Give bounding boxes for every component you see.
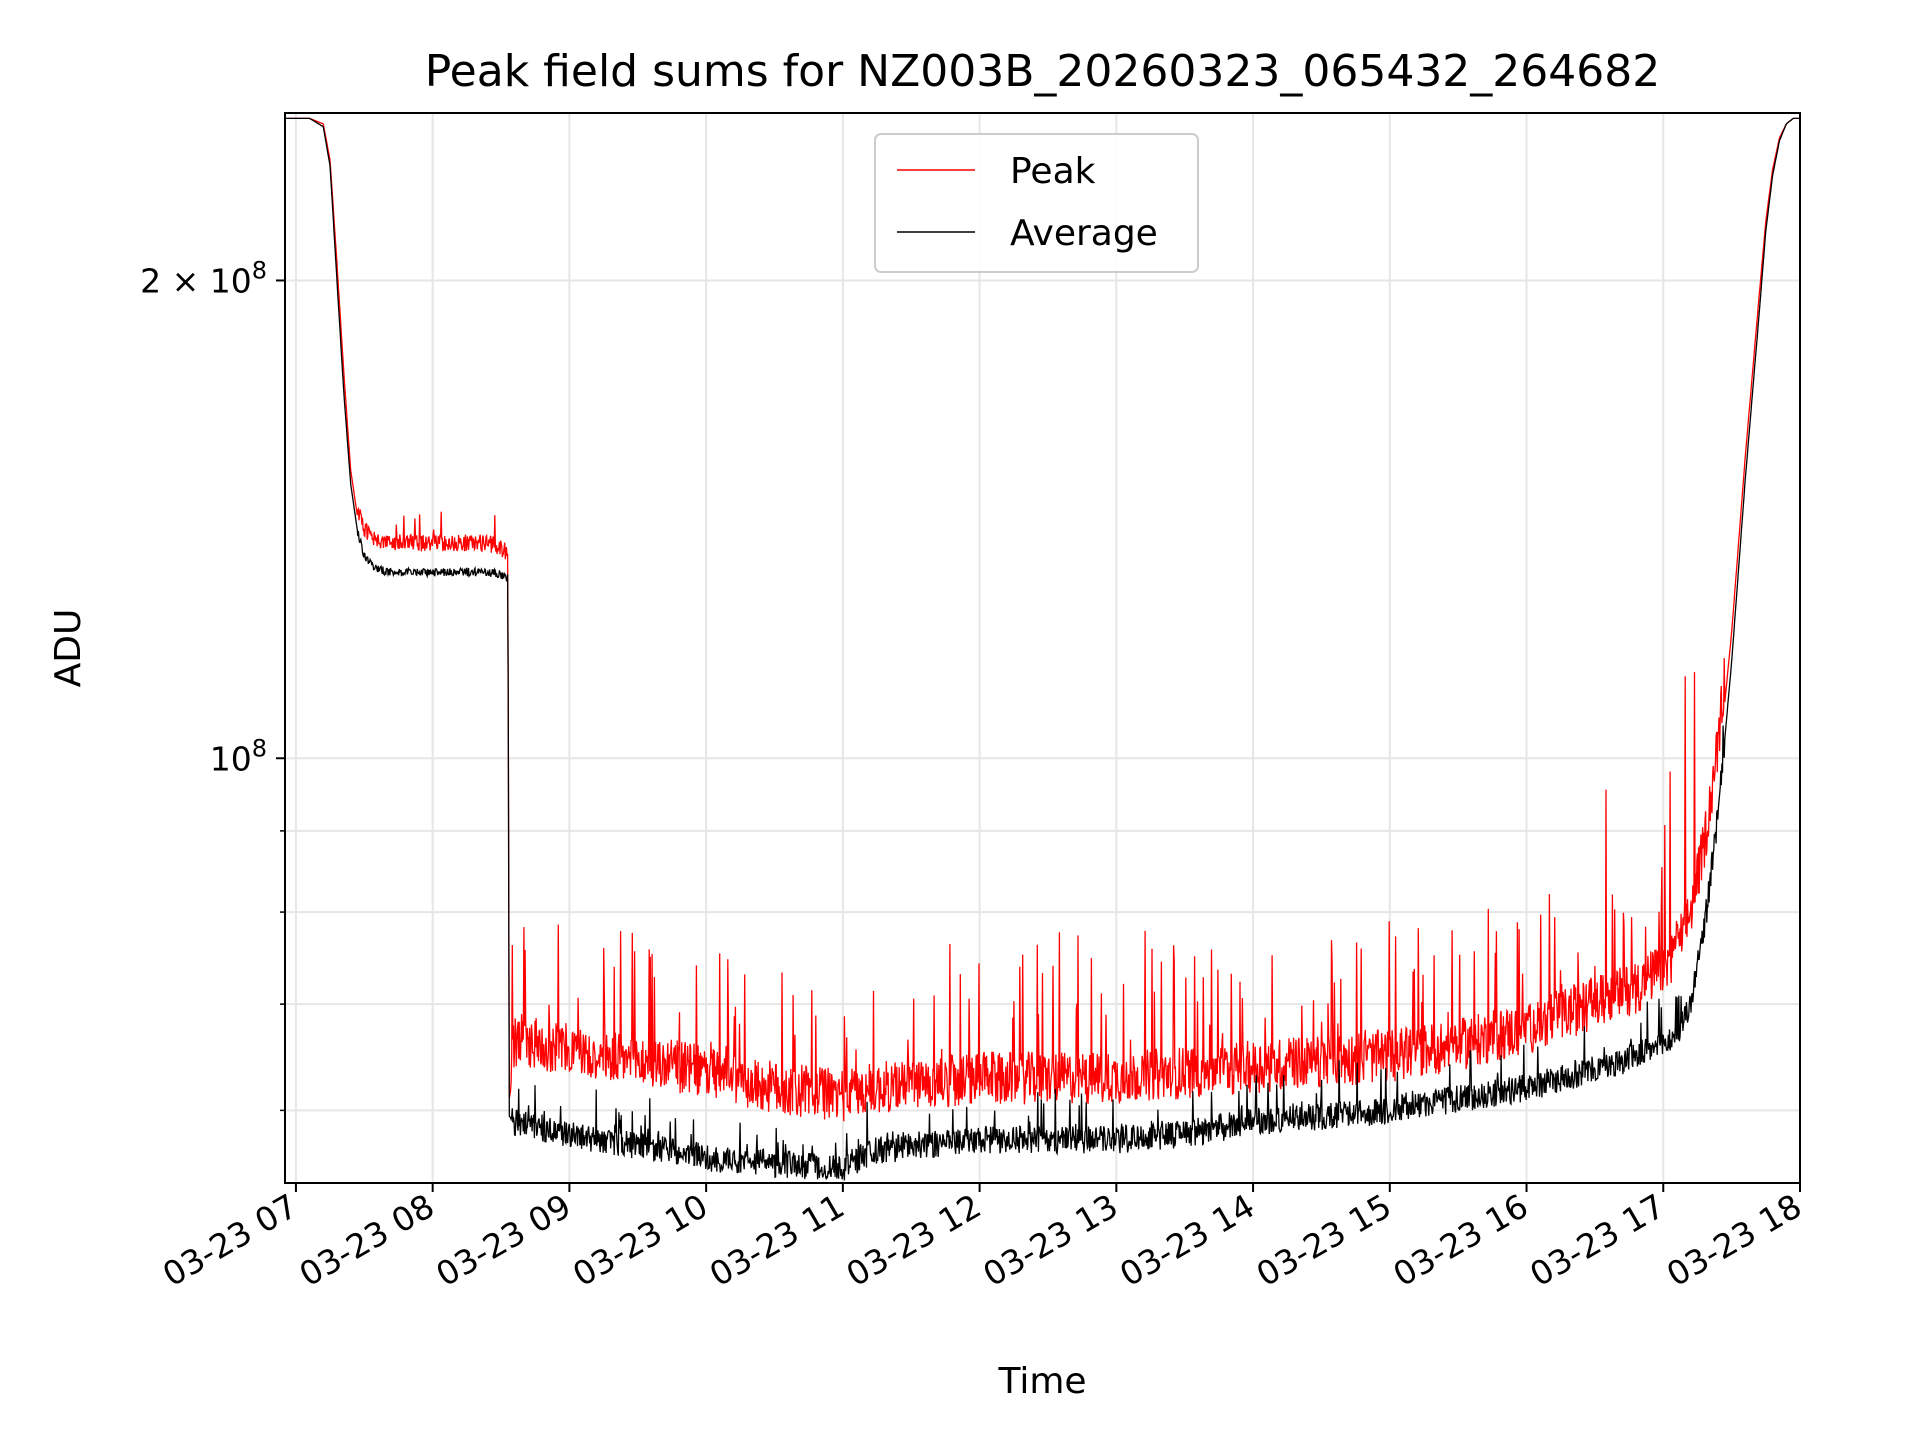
plot-area-frame [284, 112, 1801, 1184]
y-axis-label: ADU [48, 609, 89, 688]
legend-label-average: Average [1010, 213, 1158, 254]
legend-box [874, 133, 1199, 273]
series-line-peak [285, 117, 1800, 1122]
grid-lines [285, 113, 1801, 1183]
series-line-average [285, 117, 1800, 1181]
series-lines [285, 117, 1800, 1181]
y-tick-label: 2 × 108 [140, 256, 267, 300]
chart-title: Peak field sums for NZ003B_20260323_0654… [425, 46, 1661, 97]
legend-label-peak: Peak [1010, 151, 1096, 192]
x-axis-label: Time [997, 1361, 1086, 1402]
y-tick-label: 108 [210, 734, 267, 778]
legend: Peak Average [874, 133, 1199, 273]
